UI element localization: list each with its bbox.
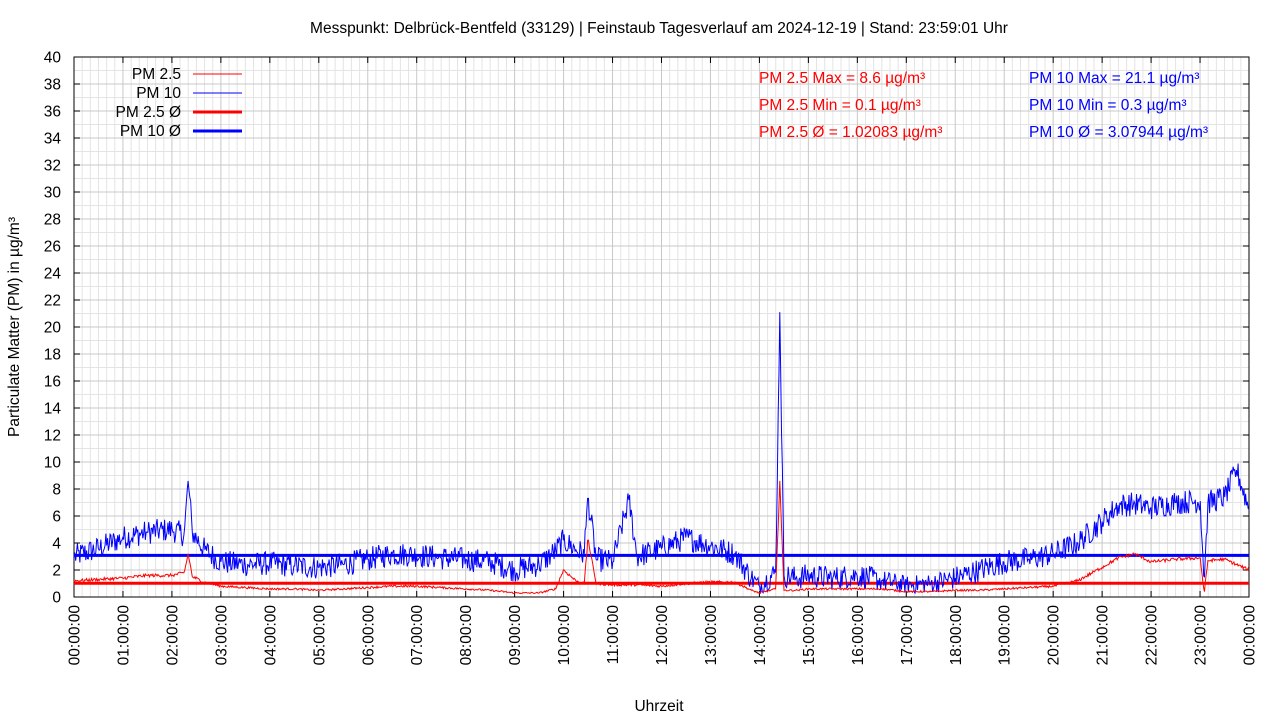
x-tick-label: 22:00:00 (1144, 605, 1161, 666)
chart-title: Messpunkt: Delbrück-Bentfeld (33129) | F… (310, 20, 1008, 37)
y-tick-label: 14 (44, 401, 62, 418)
y-tick-label: 32 (44, 158, 61, 175)
x-tick-label: 19:00:00 (997, 605, 1014, 666)
x-tick-label: 01:00:00 (115, 605, 132, 666)
legend-label: PM 2.5 Ø (116, 104, 181, 121)
y-tick-label: 22 (44, 293, 61, 310)
y-tick-label: 34 (44, 131, 62, 148)
y-tick-label: 6 (52, 509, 61, 526)
pm25-max-annotation: PM 2.5 Max = 8.6 µg/m³ (759, 70, 925, 87)
y-tick-label: 0 (52, 590, 61, 607)
x-axis-label: Uhrzeit (634, 698, 684, 715)
legend: PM 2.5 PM 10 PM 2.5 Ø PM 10 Ø (116, 66, 242, 140)
y-tick-label: 24 (44, 266, 62, 283)
x-tick-label: 05:00:00 (311, 605, 328, 666)
pm25-series-line (73, 480, 1250, 595)
x-tick-label: 07:00:00 (409, 605, 426, 666)
axes: 024681012141618202224262830323436384000:… (44, 50, 1259, 666)
x-tick-label: 03:00:00 (213, 605, 230, 666)
plot-frame (73, 56, 1250, 598)
y-tick-label: 40 (44, 50, 62, 67)
legend-label: PM 10 Ø (120, 123, 181, 140)
y-tick-label: 16 (44, 374, 61, 391)
x-tick-label: 21:00:00 (1095, 605, 1112, 666)
pm25-min-annotation: PM 2.5 Min = 0.1 µg/m³ (759, 97, 921, 114)
x-tick-label: 11:00:00 (605, 605, 622, 665)
x-tick-label: 00:00:00 (67, 605, 84, 666)
y-tick-label: 8 (52, 482, 61, 499)
legend-label: PM 10 (136, 85, 181, 102)
x-tick-label: 10:00:00 (556, 605, 573, 666)
x-tick-label: 14:00:00 (752, 605, 769, 666)
x-tick-label: 12:00:00 (654, 605, 671, 666)
pm10-avg-annotation: PM 10 Ø = 3.07944 µg/m³ (1029, 124, 1208, 141)
y-tick-label: 4 (52, 536, 61, 553)
x-tick-label: 02:00:00 (164, 605, 181, 666)
y-axis-label: Particulate Matter (PM) in µg/m³ (6, 217, 23, 437)
x-tick-label: 00:00:00 (1242, 605, 1259, 666)
x-tick-label: 15:00:00 (801, 605, 818, 666)
x-tick-label: 09:00:00 (507, 605, 524, 666)
y-tick-label: 36 (44, 104, 61, 121)
x-tick-label: 08:00:00 (458, 605, 475, 666)
x-tick-label: 04:00:00 (262, 605, 279, 666)
y-tick-label: 2 (52, 563, 61, 580)
series-lines (73, 312, 1250, 595)
y-tick-label: 20 (44, 320, 62, 337)
x-tick-label: 06:00:00 (360, 605, 377, 666)
pm10-max-annotation: PM 10 Max = 21.1 µg/m³ (1029, 70, 1199, 87)
y-tick-label: 18 (44, 347, 61, 364)
y-tick-label: 10 (44, 455, 62, 472)
y-tick-label: 26 (44, 239, 61, 256)
y-tick-label: 28 (44, 212, 61, 229)
y-tick-label: 38 (44, 77, 61, 94)
pm10-series-line (73, 312, 1250, 595)
y-tick-label: 12 (44, 428, 61, 445)
pm10-min-annotation: PM 10 Min = 0.3 µg/m³ (1029, 97, 1187, 114)
x-tick-label: 13:00:00 (703, 605, 720, 666)
x-tick-label: 23:00:00 (1193, 605, 1210, 666)
x-tick-label: 20:00:00 (1046, 605, 1063, 666)
y-tick-label: 30 (44, 185, 62, 202)
x-tick-label: 16:00:00 (850, 605, 867, 666)
x-tick-label: 18:00:00 (948, 605, 965, 666)
pm25-avg-annotation: PM 2.5 Ø = 1.02083 µg/m³ (759, 124, 942, 141)
grid (74, 57, 1249, 597)
x-tick-label: 17:00:00 (899, 605, 916, 666)
legend-label: PM 2.5 (132, 66, 181, 83)
